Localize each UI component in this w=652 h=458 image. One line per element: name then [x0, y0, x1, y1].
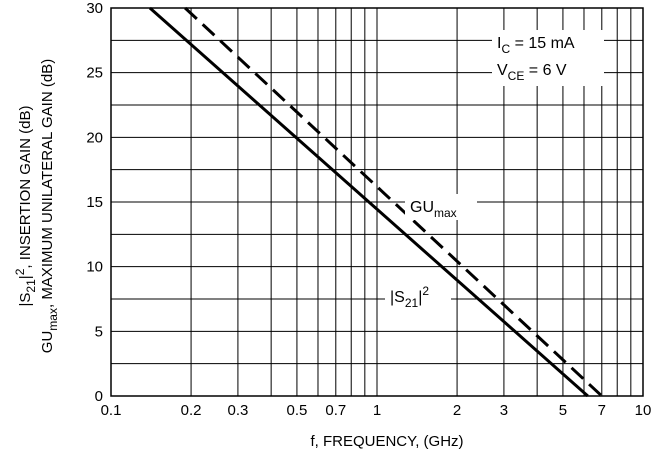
gumax-label-background — [405, 194, 477, 220]
y-tick-label: 15 — [86, 194, 103, 211]
s21-label-background — [385, 280, 451, 308]
s21-series-line — [148, 6, 589, 398]
x-tick-label: 1 — [373, 402, 381, 419]
x-tick-label: 0.7 — [325, 402, 346, 419]
y-axis-label: |S21|2, INSERTION GAIN (dB) GUmax, MAXIM… — [13, 59, 60, 353]
tick-labels: 0.1 0.2 0.3 0.5 0.7 1 2 3 5 7 10 0 5 10 15 20 25 30 — [86, 0, 651, 419]
y-tick-label: 30 — [86, 0, 103, 17]
y-axis-label-unilateral-gain: GUmax, MAXIMUM UNILATERAL GAIN (dB) — [39, 59, 60, 353]
conditions-background — [492, 30, 604, 86]
x-tick-label: 0.2 — [181, 402, 202, 419]
x-tick-label: 0.1 — [101, 402, 122, 419]
series-layer — [148, 6, 603, 398]
x-tick-label: 7 — [598, 402, 606, 419]
y-tick-label: 0 — [95, 388, 103, 405]
x-tick-label: 2 — [453, 402, 461, 419]
y-tick-label: 5 — [95, 323, 103, 340]
y-tick-label: 25 — [86, 65, 103, 82]
plot-frame — [110, 7, 644, 397]
x-tick-label: 5 — [559, 402, 567, 419]
conditions-annotation: IC = 15 mA VCE = 6 V — [492, 30, 604, 86]
x-tick-label: 10 — [635, 402, 652, 419]
s21-series-label: |S21|2 — [390, 284, 429, 310]
x-tick-label: 0.5 — [286, 402, 307, 419]
gumax-series-label: GUmax — [410, 199, 457, 220]
series-labels: GUmax |S21|2 — [385, 194, 477, 310]
y-tick-label: 10 — [86, 259, 103, 276]
collector-current-label: IC = 15 mA — [497, 35, 575, 56]
x-tick-label: 0.3 — [227, 402, 248, 419]
x-tick-label: 3 — [500, 402, 508, 419]
y-tick-label: 20 — [86, 129, 103, 146]
x-axis-label: f, FREQUENCY, (GHz) — [310, 433, 463, 450]
y-axis-label-insertion-gain: |S21|2, INSERTION GAIN (dB) — [13, 106, 38, 307]
collector-emitter-voltage-label: VCE = 6 V — [497, 62, 567, 83]
